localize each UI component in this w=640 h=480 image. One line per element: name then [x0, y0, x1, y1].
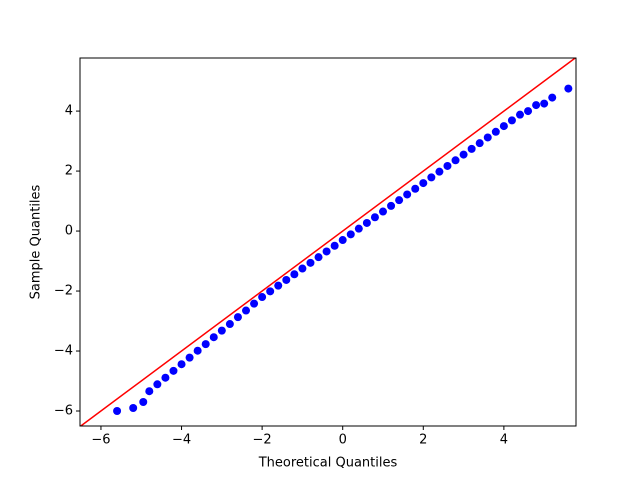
point [387, 201, 396, 210]
point [314, 253, 323, 262]
point [548, 93, 557, 102]
point [177, 360, 186, 369]
point [306, 258, 315, 267]
point [282, 275, 291, 284]
point [540, 99, 549, 108]
axes-frame [79, 57, 577, 427]
y-axis-label: Sample Quantiles [29, 184, 44, 299]
point [451, 156, 460, 165]
point [475, 139, 484, 148]
point [153, 380, 162, 389]
point [225, 320, 234, 329]
point [274, 281, 283, 290]
point [330, 241, 339, 250]
point [354, 224, 363, 233]
point [322, 247, 331, 256]
x-tick-label: 2 [419, 433, 427, 448]
point [564, 84, 573, 93]
y-tick-label: 4 [65, 104, 73, 119]
point [145, 387, 154, 396]
x-axis-label: Theoretical Quantiles [258, 456, 398, 471]
point [491, 127, 500, 136]
point [242, 306, 251, 315]
y-tick-label: 2 [65, 164, 73, 179]
point [362, 218, 371, 227]
point [435, 167, 444, 176]
point [250, 299, 259, 308]
point [201, 340, 210, 349]
point [113, 407, 122, 416]
point [427, 173, 436, 182]
point [233, 313, 242, 322]
x-tick-label: −6 [91, 433, 110, 448]
y-tick-label: −2 [54, 284, 73, 299]
point [217, 326, 226, 335]
point [161, 373, 170, 382]
x-tick-label: −4 [172, 433, 191, 448]
point [395, 196, 404, 205]
y-tick-label: −4 [54, 344, 73, 359]
reference-line [80, 58, 576, 426]
point [499, 122, 508, 131]
point [129, 404, 138, 413]
x-tick-label: 0 [339, 433, 347, 448]
point [443, 161, 452, 170]
point [139, 398, 148, 407]
point [266, 287, 275, 296]
point [338, 236, 347, 245]
point [346, 230, 355, 239]
point [298, 264, 307, 273]
point [370, 213, 379, 222]
plot-area [80, 58, 576, 426]
point [532, 101, 541, 110]
point [507, 116, 516, 125]
x-tick-label: 4 [500, 433, 508, 448]
point [169, 366, 178, 375]
y-tick-label: −6 [54, 404, 73, 419]
point [193, 346, 202, 355]
point [459, 150, 468, 159]
point [524, 107, 533, 116]
x-tick-label: −2 [253, 433, 272, 448]
y-tick-label: 0 [65, 224, 73, 239]
point [258, 293, 267, 302]
point [290, 270, 299, 279]
point [378, 207, 387, 216]
point [419, 179, 428, 188]
point [411, 184, 420, 193]
point [209, 333, 218, 342]
point [185, 353, 194, 362]
point [467, 144, 476, 153]
point [515, 110, 524, 119]
point [483, 133, 492, 142]
point [403, 190, 412, 199]
